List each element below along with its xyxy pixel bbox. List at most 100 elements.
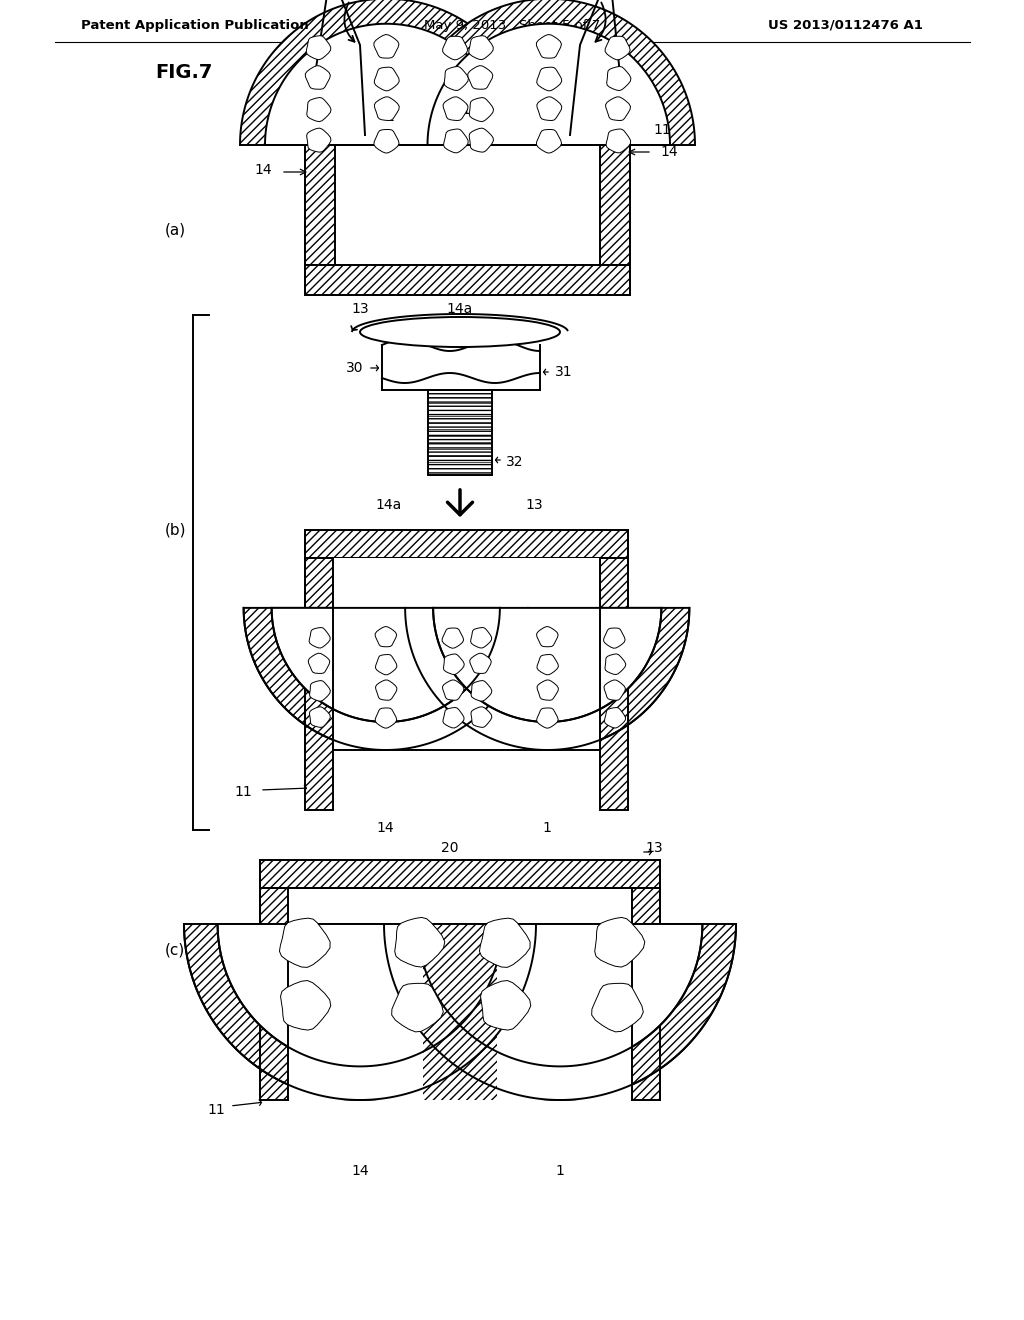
Polygon shape <box>471 706 492 727</box>
Polygon shape <box>443 129 468 153</box>
Polygon shape <box>309 681 331 701</box>
Polygon shape <box>537 680 558 701</box>
Text: 31: 31 <box>555 366 572 379</box>
Text: 32: 32 <box>506 455 523 469</box>
Text: 1: 1 <box>543 821 552 836</box>
Text: May 9, 2013   Sheet 5 of 7: May 9, 2013 Sheet 5 of 7 <box>424 18 600 32</box>
Polygon shape <box>309 627 330 648</box>
Bar <box>305 531 333 810</box>
Bar <box>600 145 630 294</box>
Polygon shape <box>376 680 397 701</box>
Polygon shape <box>306 36 331 59</box>
Polygon shape <box>406 609 689 750</box>
Bar <box>305 145 335 294</box>
Polygon shape <box>537 655 558 675</box>
Bar <box>288 924 632 1100</box>
Polygon shape <box>444 66 468 91</box>
Polygon shape <box>374 34 399 58</box>
Polygon shape <box>469 36 494 59</box>
Polygon shape <box>443 708 464 727</box>
Polygon shape <box>442 628 464 648</box>
Text: 13: 13 <box>645 841 663 855</box>
Polygon shape <box>537 627 558 647</box>
Text: 20: 20 <box>441 841 459 855</box>
Text: 11: 11 <box>653 123 671 137</box>
Polygon shape <box>394 917 444 968</box>
Bar <box>260 861 288 1100</box>
Bar <box>428 389 492 475</box>
Bar <box>260 861 660 888</box>
Bar <box>600 531 628 810</box>
Text: 1: 1 <box>556 1164 564 1177</box>
Polygon shape <box>537 708 558 729</box>
Text: 14: 14 <box>254 162 272 177</box>
Polygon shape <box>281 981 331 1030</box>
Text: US 2013/0112476 A1: US 2013/0112476 A1 <box>768 18 923 32</box>
Text: (c): (c) <box>165 942 185 957</box>
Polygon shape <box>418 924 702 1067</box>
Text: 14a: 14a <box>376 498 402 512</box>
Polygon shape <box>271 609 500 722</box>
Polygon shape <box>604 680 626 701</box>
Polygon shape <box>470 653 492 673</box>
Polygon shape <box>442 36 468 59</box>
Polygon shape <box>605 36 630 59</box>
Polygon shape <box>605 96 631 120</box>
Text: 11: 11 <box>234 785 252 799</box>
Polygon shape <box>240 0 532 145</box>
Polygon shape <box>442 680 464 701</box>
Ellipse shape <box>360 317 560 347</box>
Polygon shape <box>265 24 508 145</box>
Polygon shape <box>443 653 464 675</box>
Text: 11: 11 <box>207 1104 225 1117</box>
Polygon shape <box>375 708 396 729</box>
Polygon shape <box>537 67 562 91</box>
Polygon shape <box>595 917 645 968</box>
Polygon shape <box>469 128 494 152</box>
Polygon shape <box>537 96 562 120</box>
Polygon shape <box>308 653 330 673</box>
Bar <box>423 924 498 1100</box>
Text: 13: 13 <box>525 498 543 512</box>
Polygon shape <box>605 653 626 675</box>
Polygon shape <box>468 66 493 90</box>
Text: (a): (a) <box>165 223 185 238</box>
Polygon shape <box>471 627 492 648</box>
Polygon shape <box>374 129 399 153</box>
Text: 30: 30 <box>345 360 362 375</box>
Polygon shape <box>217 924 503 1067</box>
Polygon shape <box>280 919 330 968</box>
Bar <box>305 531 628 558</box>
Polygon shape <box>307 98 331 121</box>
Polygon shape <box>592 983 643 1032</box>
Polygon shape <box>376 655 397 675</box>
Text: 1: 1 <box>386 110 394 124</box>
Polygon shape <box>402 0 695 145</box>
Polygon shape <box>375 96 399 120</box>
Polygon shape <box>384 924 736 1100</box>
Polygon shape <box>604 628 625 648</box>
Polygon shape <box>391 983 443 1032</box>
Polygon shape <box>375 627 396 647</box>
Polygon shape <box>479 919 530 968</box>
Polygon shape <box>606 66 631 91</box>
Polygon shape <box>244 609 527 750</box>
Bar <box>305 265 630 294</box>
Text: (b): (b) <box>164 523 185 537</box>
Polygon shape <box>374 67 399 91</box>
Text: 14: 14 <box>351 1164 369 1177</box>
Polygon shape <box>309 706 331 727</box>
Polygon shape <box>184 924 536 1100</box>
Text: 14a: 14a <box>446 302 473 315</box>
Polygon shape <box>604 708 626 727</box>
Bar <box>333 558 600 750</box>
Polygon shape <box>305 66 331 90</box>
Polygon shape <box>471 681 492 701</box>
Text: Patent Application Publication: Patent Application Publication <box>81 18 309 32</box>
Polygon shape <box>537 129 561 153</box>
Text: FIG.7: FIG.7 <box>155 62 212 82</box>
Polygon shape <box>427 24 670 145</box>
Polygon shape <box>443 96 468 120</box>
Polygon shape <box>306 128 331 152</box>
Polygon shape <box>480 981 530 1030</box>
